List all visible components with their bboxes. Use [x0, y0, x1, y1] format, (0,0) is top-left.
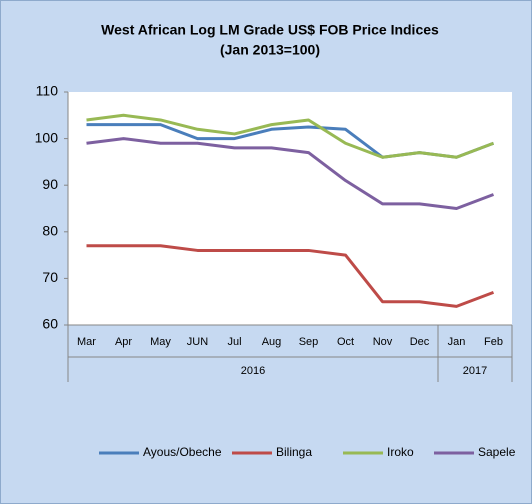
chart-title: West African Log LM Grade US$ FOB Price … [101, 22, 439, 38]
x-tick-label: JUN [187, 336, 208, 348]
x-tick-label: Oct [337, 336, 354, 348]
legend-label: Iroko [387, 445, 414, 459]
x-tick-label: Sep [299, 336, 319, 348]
plot-area [68, 92, 512, 325]
y-tick-label: 110 [36, 83, 59, 99]
chart-subtitle: (Jan 2013=100) [220, 42, 320, 58]
series-line [86, 137, 495, 210]
y-tick-label: 80 [42, 223, 58, 239]
x-tick-label: Mar [77, 336, 96, 348]
legend-label: Ayous/Obeche [143, 445, 222, 459]
legend-label: Sapele [478, 445, 516, 459]
series-line [86, 244, 495, 308]
x-tick-label: Jul [227, 336, 241, 348]
x-tick-label: Jan [448, 336, 466, 348]
x-tick-label: May [150, 336, 171, 348]
group-label: 2017 [463, 365, 487, 377]
y-tick-label: 70 [42, 269, 58, 285]
x-tick-label: Apr [115, 336, 132, 348]
y-tick-label: 60 [42, 316, 58, 332]
y-tick-label: 100 [35, 129, 59, 145]
x-tick-label: Aug [262, 336, 282, 348]
series-line [86, 113, 495, 159]
group-label: 2016 [241, 365, 265, 377]
y-tick-label: 90 [42, 176, 58, 192]
x-tick-label: Nov [373, 336, 393, 348]
x-tick-label: Feb [484, 336, 503, 348]
legend-label: Bilinga [276, 445, 312, 459]
x-tick-label: Dec [410, 336, 430, 348]
